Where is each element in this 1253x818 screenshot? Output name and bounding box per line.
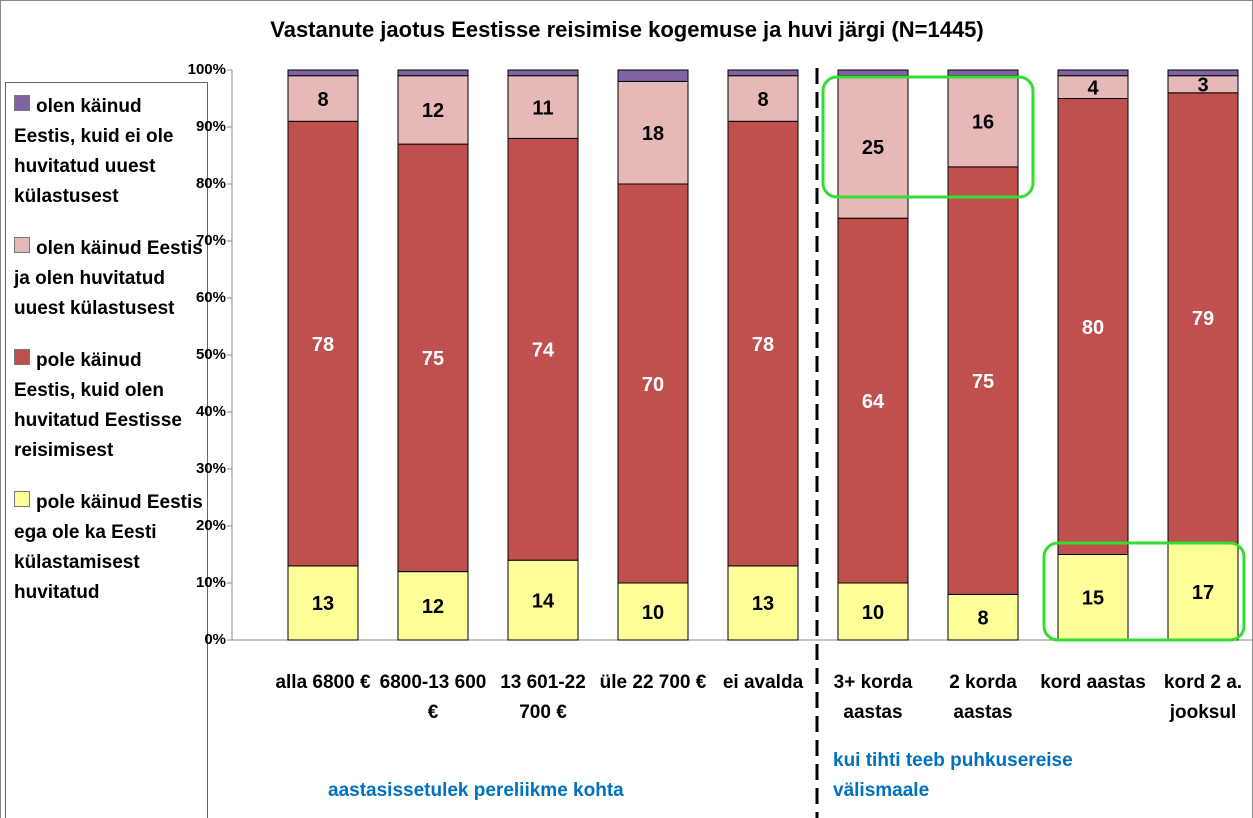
bar-segment <box>617 183 689 584</box>
bar-segment <box>507 69 579 77</box>
data-label: 12 <box>422 596 444 618</box>
x-tick-label: ei avalda <box>722 672 804 693</box>
data-label: 10 <box>642 602 664 624</box>
bar-segment <box>1167 69 1239 77</box>
bar-segment <box>397 571 469 641</box>
bar-segment <box>947 75 1019 168</box>
data-label: 75 <box>422 348 444 370</box>
y-tick-label: 50% <box>196 346 226 363</box>
highlight <box>1042 541 1246 642</box>
bar-segment <box>507 559 579 641</box>
legend-entry: pole käinud Eestis, kuid olen huvitatud … <box>14 346 204 466</box>
x-tick-label: 13 601-22 700 € <box>500 672 586 723</box>
bar-segment <box>287 565 359 641</box>
data-label: 11 <box>532 97 553 119</box>
legend-label: olen käinud Eestis ja olen huvitatud uue… <box>14 238 203 319</box>
bar-segment <box>837 69 909 77</box>
data-label: 4 <box>1087 77 1099 99</box>
x-tick-label: kord 2 a. jooksul <box>1163 672 1243 723</box>
x-tick-label: alla 6800 € <box>275 672 371 693</box>
bar-segment <box>1057 98 1129 555</box>
y-tick-label: 70% <box>196 232 226 249</box>
legend-label: pole käinud Eestis ega ole ka Eesti küla… <box>14 492 203 603</box>
highlight <box>821 75 1035 199</box>
y-tick-label: 60% <box>196 289 226 306</box>
y-tick-label: 30% <box>196 460 226 477</box>
bar-segment <box>947 593 1019 641</box>
legend-label: olen käinud Eestis, kuid ei ole huvitatu… <box>14 96 174 207</box>
y-tick-label: 10% <box>196 574 226 591</box>
data-label: 15 <box>1082 588 1104 610</box>
x-tick-label: 2 korda aastas <box>949 672 1017 723</box>
legend-swatch <box>14 237 30 253</box>
data-label: 74 <box>532 340 555 362</box>
data-label: 12 <box>422 100 444 122</box>
bar-segment <box>397 143 469 573</box>
legend-entry: olen käinud Eestis, kuid ei ole huvitatu… <box>14 92 204 212</box>
bar-segment <box>727 120 799 567</box>
y-tick-label: 40% <box>196 403 226 420</box>
legend-entry: olen käinud Eestis ja olen huvitatud uue… <box>14 234 204 324</box>
y-tick-label: 100% <box>188 61 226 78</box>
data-label: 10 <box>862 602 884 624</box>
bar-segment <box>837 75 909 219</box>
data-label: 13 <box>312 593 334 615</box>
legend-swatch <box>14 95 30 111</box>
data-label: 75 <box>972 371 994 393</box>
legend-swatch <box>14 349 30 365</box>
bar-segment <box>837 217 909 584</box>
bar-segment <box>617 582 689 641</box>
data-label: 78 <box>752 334 774 356</box>
bar-segment <box>1057 69 1129 77</box>
y-tick-label: 90% <box>196 118 226 135</box>
x-tick-label: 3+ korda aastas <box>833 672 913 723</box>
data-label: 64 <box>862 391 885 413</box>
legend-label: pole käinud Eestis, kuid olen huvitatud … <box>14 350 182 461</box>
data-label: 25 <box>862 137 884 159</box>
bar-segment <box>727 565 799 641</box>
bar-segment <box>837 582 909 641</box>
group-label: aastasissetulek pereliikme kohta <box>328 780 624 801</box>
bar-segment <box>287 69 359 77</box>
bar-segment <box>947 166 1019 595</box>
data-label: 17 <box>1192 582 1214 604</box>
data-label: 14 <box>532 590 555 612</box>
bar-segment <box>1167 542 1239 641</box>
group-label: kui tihti teeb puhkusereise välismaale <box>833 750 1073 801</box>
legend-entry: pole käinud Eestis ega ole ka Eesti küla… <box>14 488 204 608</box>
data-label: 79 <box>1192 308 1214 330</box>
bar-segment <box>1167 92 1239 544</box>
bar-segment <box>727 75 799 122</box>
data-label: 8 <box>977 607 988 629</box>
bar-segment <box>287 120 359 567</box>
bar-segment <box>397 69 469 77</box>
data-label: 18 <box>642 123 664 145</box>
x-tick-label: üle 22 700 € <box>599 672 707 693</box>
data-label: 16 <box>972 112 994 134</box>
bar-segment <box>617 80 689 185</box>
data-label: 70 <box>642 374 664 396</box>
y-tick-label: 20% <box>196 517 226 534</box>
data-label: 3 <box>1197 75 1208 97</box>
x-tick-label: kord aastas <box>1040 672 1146 693</box>
bar-segment <box>617 69 689 82</box>
data-label: 78 <box>312 334 334 356</box>
bar-segment <box>947 69 1019 77</box>
y-tick-label: 80% <box>196 175 226 192</box>
data-label: 13 <box>752 593 774 615</box>
x-tick-label: 6800-13 600 € <box>379 672 487 723</box>
legend-swatch <box>14 491 30 507</box>
legend-box <box>5 82 208 818</box>
bar-segment <box>507 137 579 561</box>
y-tick-label: 0% <box>204 631 226 648</box>
data-label: 80 <box>1082 317 1104 339</box>
data-label: 8 <box>757 89 768 111</box>
data-label: 8 <box>317 89 328 111</box>
chart-title: Vastanute jaotus Eestisse reisimise koge… <box>270 17 984 42</box>
bar-segment <box>727 69 799 77</box>
bar-segment <box>507 75 579 139</box>
